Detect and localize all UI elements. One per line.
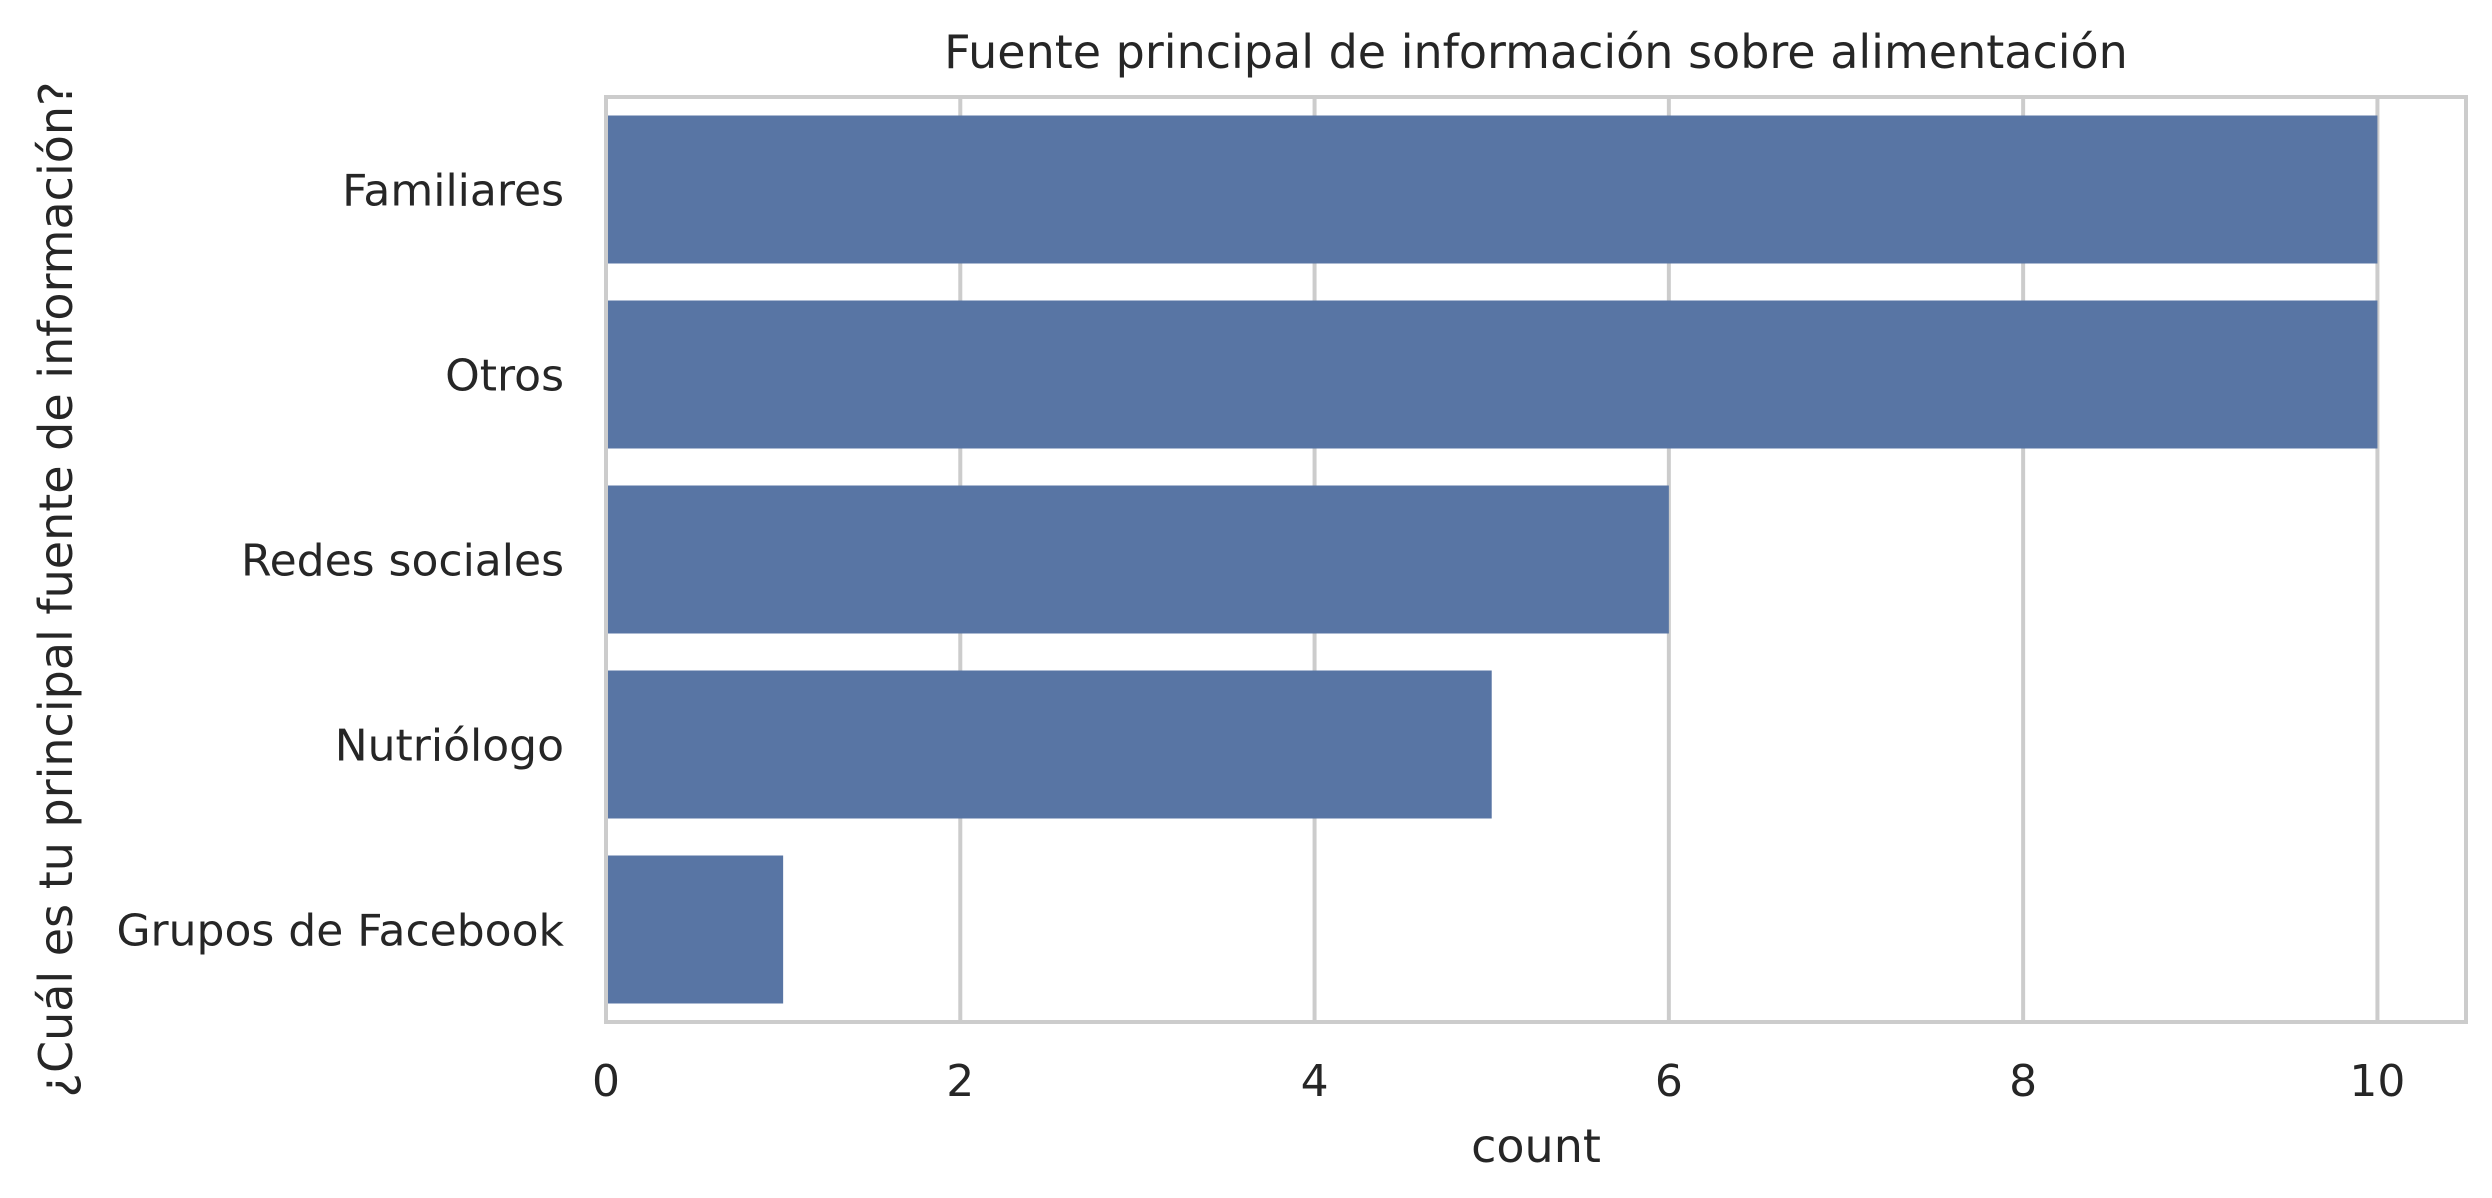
bar bbox=[606, 300, 2378, 449]
y-tick-label: Familiares bbox=[342, 166, 564, 217]
x-tick-label: 10 bbox=[2349, 1056, 2405, 1107]
bar bbox=[606, 485, 1669, 634]
y-tick-label: Grupos de Facebook bbox=[116, 906, 564, 957]
x-tick-label: 2 bbox=[946, 1056, 974, 1107]
bar bbox=[606, 855, 784, 1004]
x-axis-label: count bbox=[1471, 1119, 1601, 1173]
y-tick-label: Otros bbox=[445, 351, 564, 402]
x-tick-label: 8 bbox=[2009, 1056, 2037, 1107]
y-axis-label: ¿Cuál es tu principal fuente de informac… bbox=[29, 82, 83, 1098]
bar bbox=[606, 670, 1492, 819]
x-tick-label: 0 bbox=[592, 1056, 620, 1107]
y-tick-label: Nutriólogo bbox=[335, 721, 564, 772]
x-tick-label: 6 bbox=[1655, 1056, 1683, 1107]
bar-layer bbox=[606, 115, 2378, 1004]
x-tick-label: 4 bbox=[1301, 1056, 1329, 1107]
bar bbox=[606, 115, 2378, 264]
x-tick-labels: 0 2 4 6 8 10 bbox=[592, 1056, 2405, 1107]
y-tick-label: Redes sociales bbox=[241, 536, 564, 587]
plot-frame bbox=[604, 95, 2468, 1024]
y-tick-labels: Familiares Otros Redes sociales Nutriólogo G… bbox=[116, 166, 564, 957]
chart-title: Fuente principal de información sobre al… bbox=[944, 25, 2128, 79]
